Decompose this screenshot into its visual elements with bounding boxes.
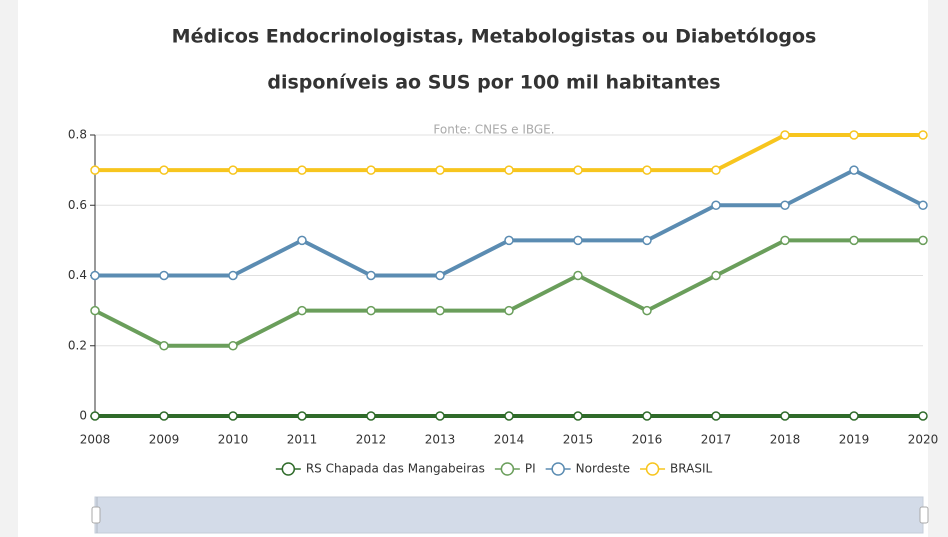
data-point — [504, 305, 514, 316]
data-point — [642, 305, 652, 316]
data-point — [159, 165, 169, 175]
legend: RS Chapada das Mangabeiras PI Nordeste BRAS… — [275, 462, 712, 476]
data-point — [780, 411, 790, 421]
data-point — [918, 200, 928, 210]
data-point — [90, 270, 100, 281]
x-tick-label: 2014 — [494, 433, 525, 447]
data-point — [159, 341, 169, 351]
chart-title: Médicos Endocrinologistas, Metabologista… — [172, 26, 817, 48]
data-point — [228, 165, 238, 175]
legend-icon — [645, 462, 660, 476]
data-point — [297, 411, 307, 421]
data-point — [849, 130, 859, 140]
x-tick-label: 2010 — [218, 433, 249, 447]
x-tick-label: 2009 — [149, 433, 180, 447]
data-point — [504, 411, 514, 421]
y-tick-label: 0 — [79, 409, 87, 423]
data-point — [849, 165, 859, 175]
data-point — [849, 411, 859, 421]
data-point — [159, 270, 169, 281]
x-tick-label: 2018 — [770, 433, 801, 447]
data-point — [435, 270, 445, 281]
data-point — [918, 130, 928, 140]
legend-label: BRASIL — [670, 462, 712, 476]
data-point — [573, 165, 583, 175]
legend-item[interactable]: BRASIL — [640, 462, 712, 476]
data-point — [297, 305, 307, 316]
data-point — [228, 411, 238, 421]
x-tick-label: 2013 — [425, 433, 456, 447]
data-point — [780, 200, 790, 210]
zoom-handle[interactable] — [91, 506, 101, 524]
data-point — [573, 411, 583, 421]
data-point — [366, 411, 376, 421]
data-point — [504, 165, 514, 175]
data-point — [366, 270, 376, 281]
legend-label: Nordeste — [576, 462, 630, 476]
x-tick-label: 2019 — [839, 433, 870, 447]
x-tick-label: 2017 — [701, 433, 732, 447]
chart-subtitle: Fonte: CNES e IBGE. — [433, 123, 554, 137]
data-point — [642, 235, 652, 246]
data-point — [711, 270, 721, 281]
data-point — [711, 411, 721, 421]
y-tick-label: 0.2 — [68, 338, 87, 352]
legend-item[interactable]: Nordeste — [545, 462, 630, 476]
data-point — [435, 305, 445, 316]
data-point — [573, 270, 583, 281]
data-point — [918, 411, 928, 421]
data-point — [642, 411, 652, 421]
legend-item[interactable]: RS Chapada das Mangabeiras — [275, 462, 485, 476]
data-point — [711, 200, 721, 210]
data-point — [228, 270, 238, 281]
y-tick-label: 0.4 — [68, 268, 87, 282]
chart-title: disponíveis ao SUS por 100 mil habitante… — [267, 72, 720, 94]
data-point — [849, 235, 859, 246]
data-point — [297, 235, 307, 246]
data-point — [780, 130, 790, 140]
legend-icon — [281, 462, 296, 476]
legend-label: RS Chapada das Mangabeiras — [306, 462, 485, 476]
data-point — [90, 305, 100, 316]
x-tick-label: 2020 — [908, 433, 939, 447]
x-tick-label: 2011 — [287, 433, 318, 447]
data-point — [918, 235, 928, 246]
x-tick-label: 2012 — [356, 433, 387, 447]
data-point — [366, 165, 376, 175]
y-tick-label: 0.6 — [68, 198, 87, 212]
chart-background — [18, 0, 928, 537]
data-point — [780, 235, 790, 246]
legend-label: PI — [525, 462, 536, 476]
y-tick-label: 0.8 — [68, 128, 87, 142]
data-point — [435, 411, 445, 421]
data-point — [90, 411, 100, 421]
x-tick-label: 2016 — [632, 433, 663, 447]
data-point — [228, 341, 238, 351]
legend-item[interactable]: PI — [494, 462, 536, 476]
legend-icon — [551, 462, 565, 476]
data-point — [642, 165, 652, 175]
data-point — [504, 235, 514, 246]
zoom-handle[interactable] — [919, 506, 929, 524]
data-point — [435, 165, 445, 175]
data-zoom[interactable] — [91, 496, 929, 534]
zoom-track[interactable] — [94, 496, 924, 534]
data-point — [573, 235, 583, 246]
x-tick-label: 2008 — [80, 433, 111, 447]
data-point — [711, 165, 721, 175]
data-point — [90, 165, 100, 175]
data-point — [297, 165, 307, 175]
legend-icon — [500, 462, 515, 476]
data-point — [159, 411, 169, 421]
x-tick-label: 2015 — [563, 433, 594, 447]
data-point — [366, 305, 376, 316]
